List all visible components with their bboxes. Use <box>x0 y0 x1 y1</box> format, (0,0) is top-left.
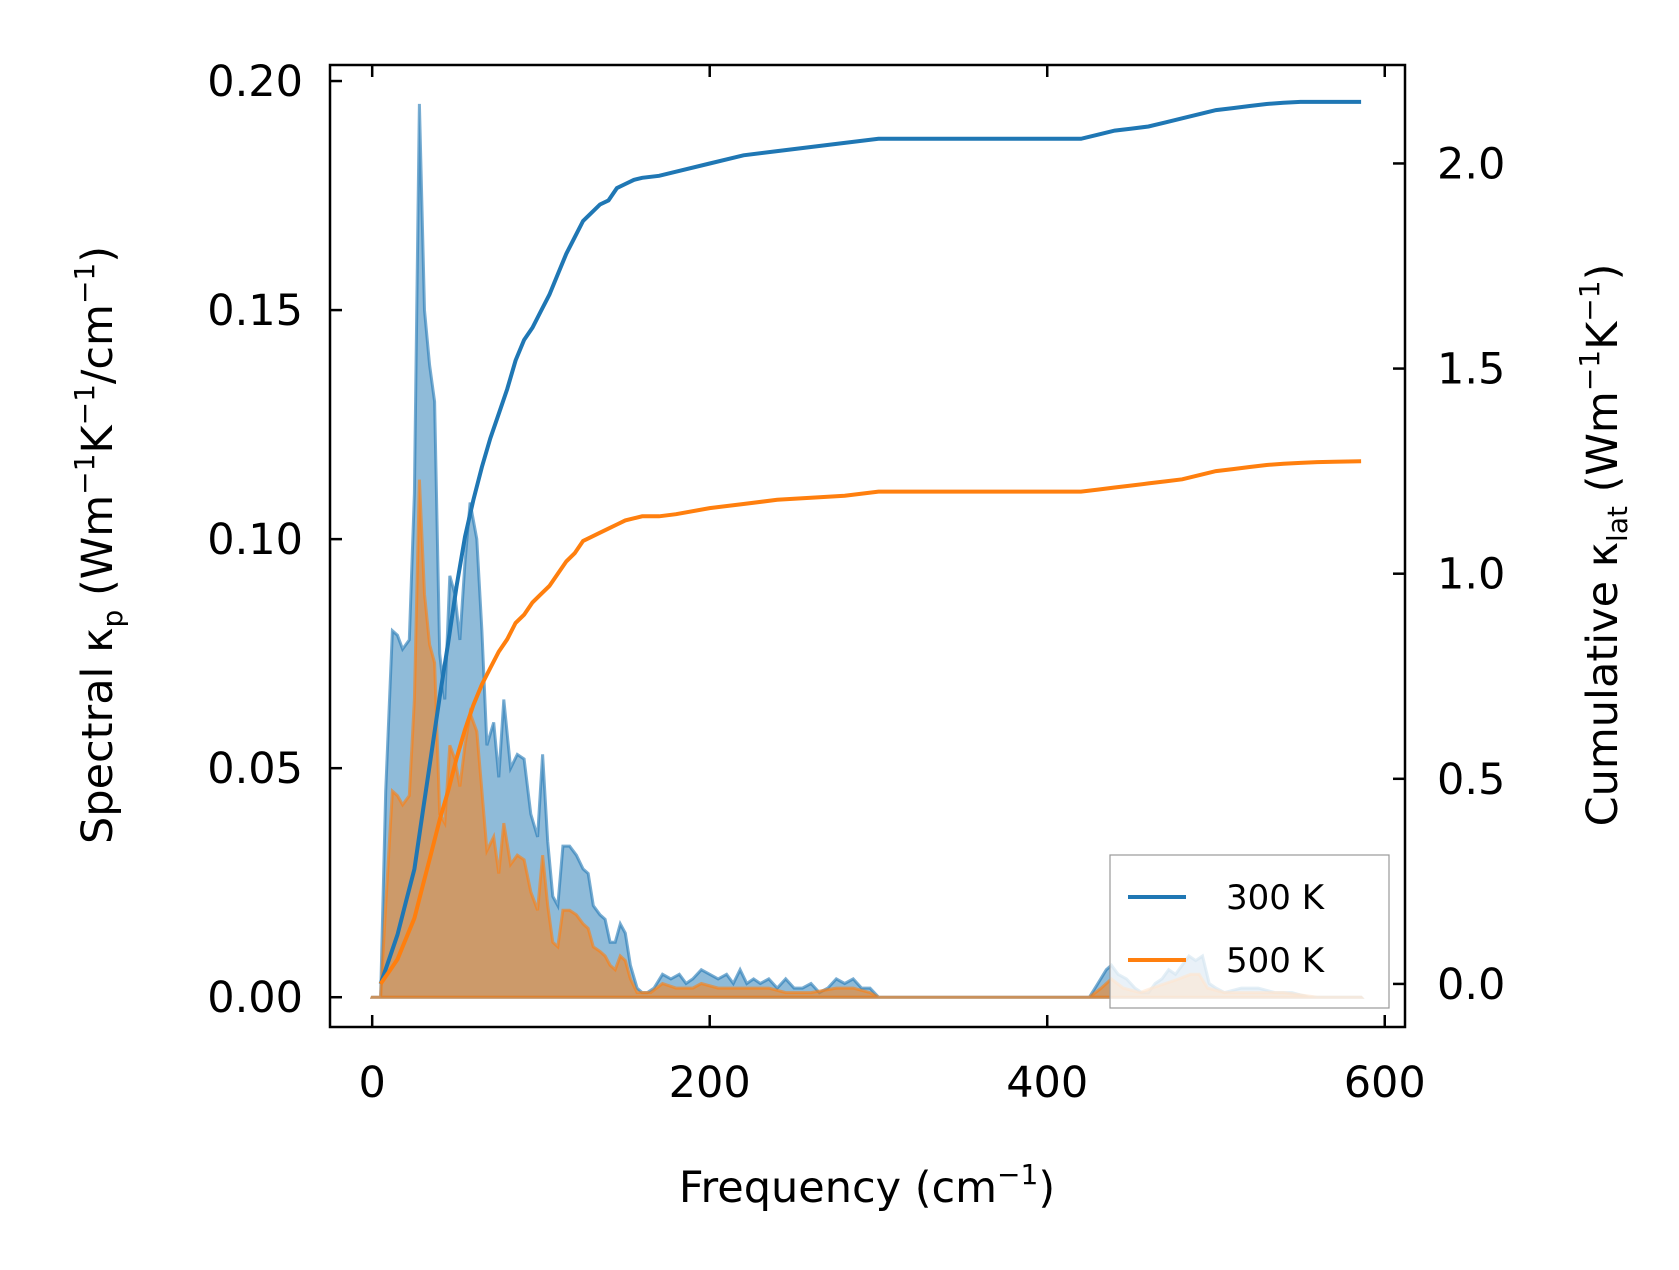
right-y-axis-ticks: 0.0 0.5 1.0 1.5 2.0 <box>1393 139 1505 1010</box>
right-y-axis-label: Cumulative κlat (Wm−1K−1) <box>1573 264 1634 827</box>
cumulative-line-500k <box>378 459 1362 986</box>
x-tick-label: 600 <box>1344 1058 1426 1108</box>
right-y-tick-label: 1.0 <box>1437 550 1505 600</box>
right-y-tick-label: 1.5 <box>1437 345 1505 395</box>
legend-box <box>1109 854 1390 1009</box>
x-axis-ticks: 0 200 400 600 <box>359 65 1426 1108</box>
left-y-tick-label: 0.20 <box>207 57 303 107</box>
legend-label-300k: 300 K <box>1226 878 1326 918</box>
x-axis-label: Frequency (cm−1) <box>679 1158 1055 1213</box>
plot-frame <box>328 63 1407 1029</box>
left-y-tick-label: 0.15 <box>207 286 303 336</box>
legend-label-500k: 500 K <box>1226 941 1326 981</box>
x-tick-label: 200 <box>669 1058 751 1108</box>
right-y-tick-label: 0.0 <box>1437 960 1505 1010</box>
right-y-tick-label: 0.5 <box>1437 755 1505 805</box>
right-y-tick-label: 2.0 <box>1437 139 1505 189</box>
left-y-axis-ticks: 0.00 0.05 0.10 0.15 0.20 <box>207 57 342 1023</box>
cumulative-line-300k <box>378 99 1362 985</box>
cumulative-line-group <box>378 99 1362 986</box>
left-y-tick-label: 0.10 <box>207 515 303 565</box>
left-y-tick-label: 0.00 <box>207 973 303 1023</box>
left-y-axis-label: Spectral κp (Wm−1K−1/cm−1) <box>68 246 129 844</box>
x-tick-label: 400 <box>1006 1058 1088 1108</box>
legend: 300 K 500 K <box>1109 854 1390 1009</box>
x-tick-label: 0 <box>359 1058 386 1108</box>
left-y-tick-label: 0.05 <box>207 744 303 794</box>
